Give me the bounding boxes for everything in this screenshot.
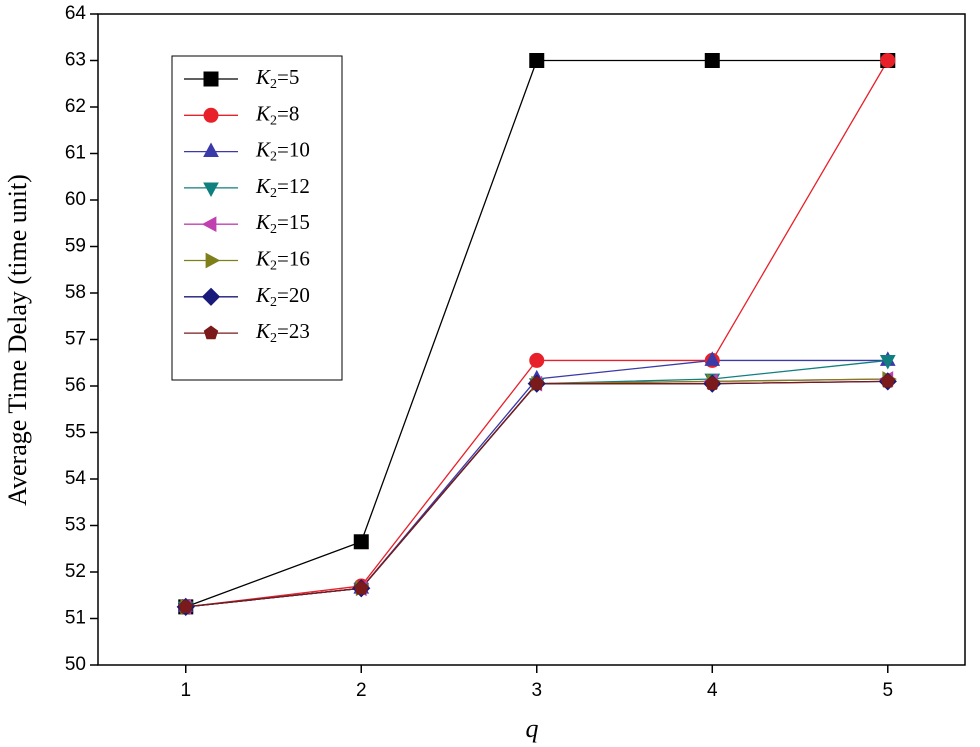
y-tick-label: 52 bbox=[65, 561, 86, 582]
y-tick-label: 62 bbox=[65, 96, 86, 117]
legend-marker bbox=[201, 287, 221, 306]
legend-label: K2=15 bbox=[255, 210, 310, 237]
series-line bbox=[185, 359, 888, 608]
marker bbox=[354, 580, 369, 595]
y-tick-label: 64 bbox=[65, 3, 87, 24]
legend-label: K2=16 bbox=[255, 246, 310, 273]
legend-marker bbox=[205, 252, 221, 269]
series-line bbox=[185, 378, 888, 608]
y-tick-label: 54 bbox=[65, 468, 87, 489]
x-tick-label: 5 bbox=[882, 680, 893, 701]
legend-label: K2=5 bbox=[255, 65, 299, 92]
legend-marker bbox=[201, 216, 217, 233]
legend-marker bbox=[203, 107, 219, 123]
legend-marker bbox=[203, 182, 219, 198]
marker bbox=[178, 599, 193, 614]
y-axis-label: Average Time Delay (time unit) bbox=[3, 174, 32, 506]
x-tick-label: 1 bbox=[180, 680, 191, 701]
y-tick-label: 60 bbox=[65, 189, 86, 210]
y-tick-label: 59 bbox=[65, 236, 86, 257]
y-tick-label: 55 bbox=[65, 422, 86, 443]
series-line bbox=[185, 359, 888, 608]
series-line bbox=[185, 380, 888, 608]
marker bbox=[880, 53, 896, 68]
legend-marker bbox=[203, 325, 219, 340]
y-tick-label: 58 bbox=[65, 282, 86, 303]
marker bbox=[705, 376, 720, 390]
x-tick-label: 2 bbox=[356, 680, 367, 701]
marker bbox=[704, 351, 721, 366]
legend-label: K2=20 bbox=[255, 283, 310, 310]
y-tick-label: 57 bbox=[65, 329, 86, 350]
y-tick-label: 61 bbox=[65, 143, 86, 164]
series-line bbox=[185, 380, 888, 608]
x-tick-label: 4 bbox=[707, 680, 718, 701]
y-tick-label: 50 bbox=[65, 654, 86, 675]
y-tick-label: 56 bbox=[65, 375, 86, 396]
marker bbox=[529, 376, 545, 390]
y-tick-label: 63 bbox=[65, 50, 86, 71]
x-axis-label: q bbox=[526, 714, 539, 743]
legend-label: K2=10 bbox=[255, 137, 310, 164]
y-tick-label: 51 bbox=[65, 608, 86, 629]
legend-marker bbox=[203, 71, 219, 87]
marker bbox=[704, 53, 720, 68]
legend-box bbox=[171, 55, 343, 381]
marker bbox=[879, 355, 896, 370]
marker bbox=[353, 534, 369, 550]
legend-label: K2=23 bbox=[255, 319, 310, 346]
marker bbox=[529, 53, 545, 68]
legend-marker bbox=[203, 142, 219, 157]
marker bbox=[880, 373, 896, 388]
legend-label: K2=12 bbox=[255, 174, 310, 201]
series-line bbox=[185, 378, 888, 608]
x-tick-label: 3 bbox=[531, 680, 542, 701]
marker bbox=[529, 352, 545, 368]
y-tick-label: 53 bbox=[65, 515, 86, 536]
legend-label: K2=8 bbox=[255, 101, 299, 128]
